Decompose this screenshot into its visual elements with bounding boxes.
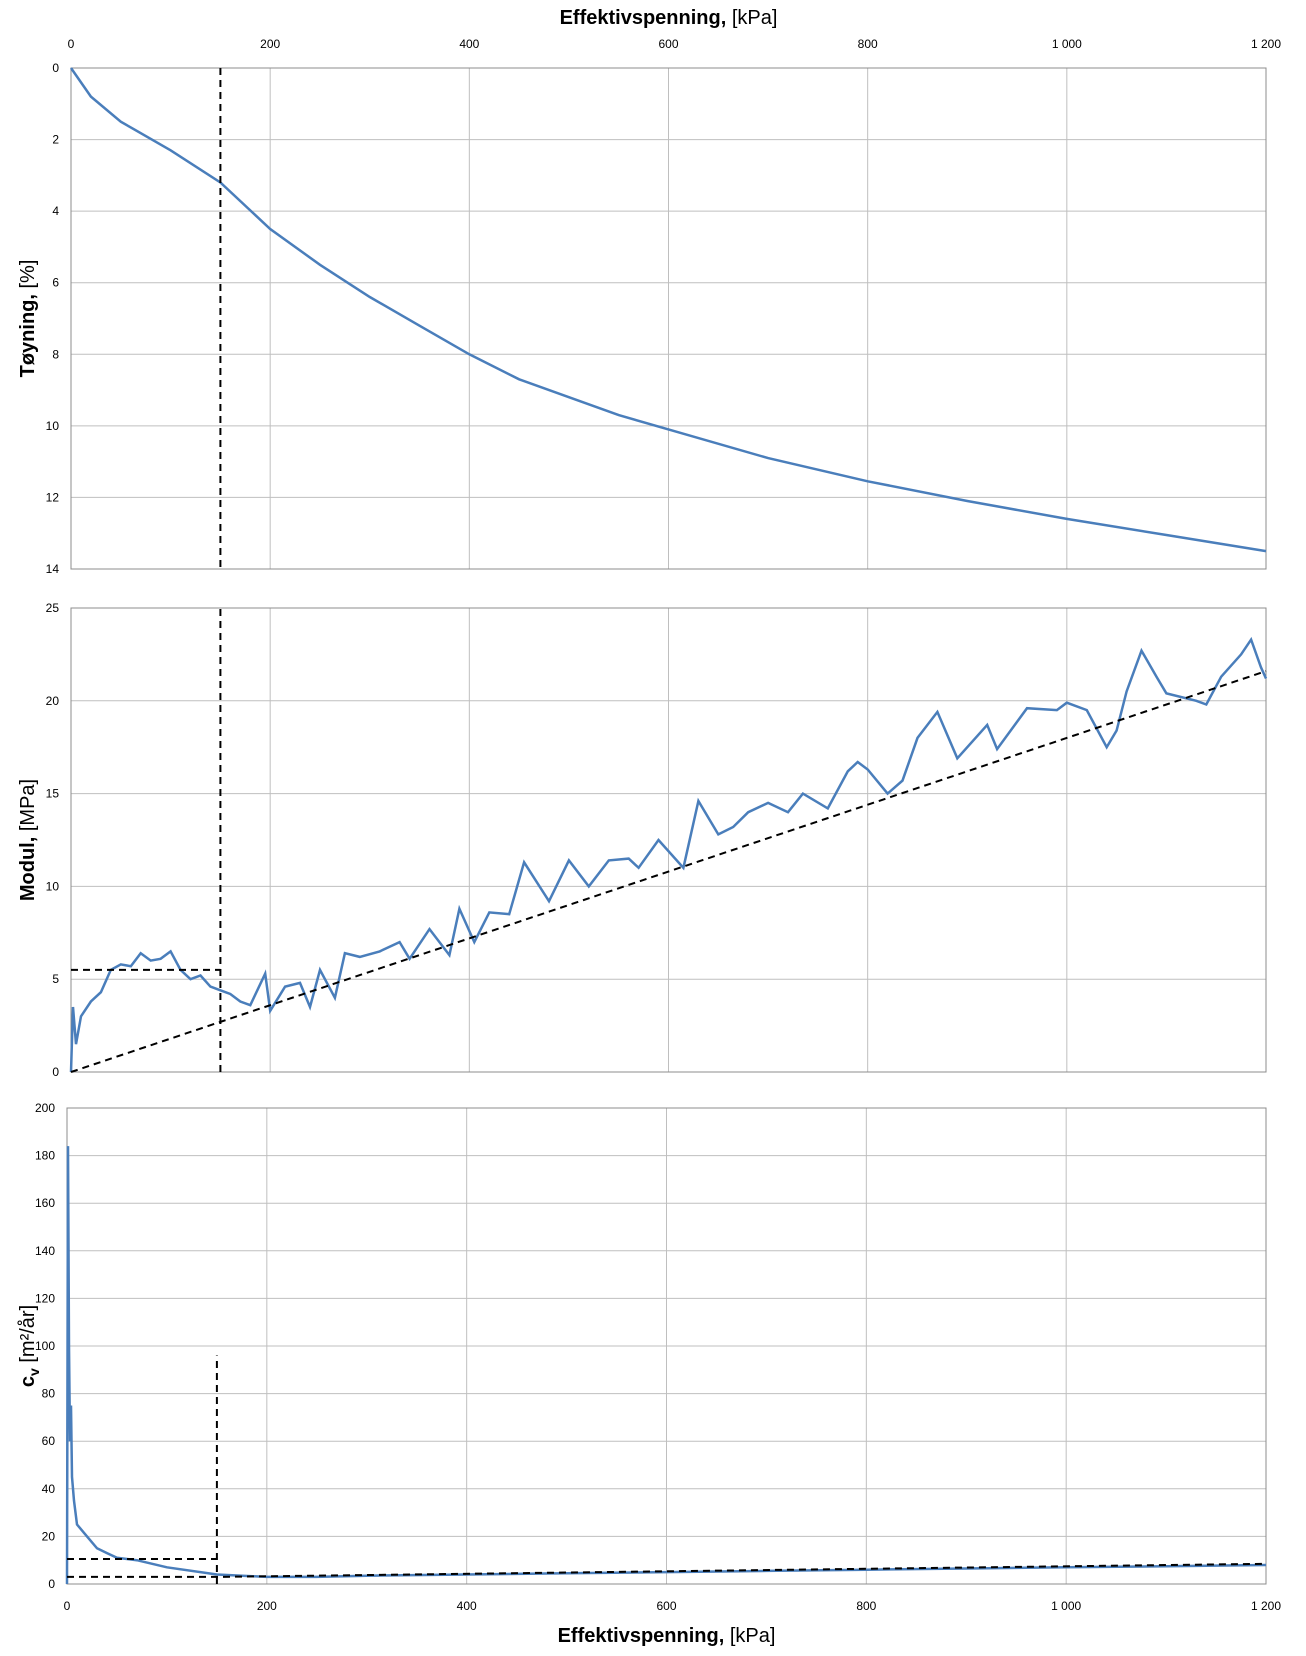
y-tick-label: 120 <box>35 1291 55 1305</box>
reference-line <box>67 1562 1267 1578</box>
y-tick-label: 25 <box>46 601 60 615</box>
y-tick-label: 5 <box>52 972 59 986</box>
y-tick-label: 14 <box>46 562 60 576</box>
y-tick-label: 0 <box>52 1065 59 1079</box>
x-axis-title-main: Effektivspenning, <box>560 7 727 29</box>
y-tick-label: 0 <box>52 61 59 75</box>
y-tick-label: 20 <box>46 694 60 708</box>
y-tick-label: 15 <box>46 787 60 801</box>
y-tick-label: 12 <box>46 490 60 504</box>
y-tick-label: 20 <box>42 1529 56 1543</box>
y-tick-label: 4 <box>52 204 59 218</box>
y-tick-label: 80 <box>42 1387 56 1401</box>
data-line <box>65 1146 1267 1585</box>
y-axis-title: Modul, [MPa] <box>17 779 39 901</box>
x-tick-label: 0 <box>64 1599 71 1613</box>
y-tick-label: 40 <box>42 1482 56 1496</box>
y-tick-label: 60 <box>42 1434 56 1448</box>
x-axis-title-unit: [kPa] <box>730 1625 776 1647</box>
x-tick-label: 800 <box>858 37 878 51</box>
y-axis-title: Tøyning, [%] <box>17 260 39 378</box>
y-axis-title-sub: v <box>26 1368 42 1376</box>
x-axis-title-main: Effektivspenning, <box>558 1625 725 1647</box>
x-axis-title: Effektivspenning, [kPa] <box>560 7 778 29</box>
x-tick-label: 1 000 <box>1052 37 1082 51</box>
y-axis-title-unit: [%] <box>17 260 39 289</box>
y-tick-label: 2 <box>52 133 59 147</box>
x-tick-label: 200 <box>257 1599 277 1613</box>
x-tick-label: 400 <box>459 37 479 51</box>
y-axis-title-unit: [m²/år] <box>17 1305 39 1363</box>
y-tick-label: 100 <box>35 1339 55 1353</box>
y-tick-label: 0 <box>48 1577 55 1591</box>
x-tick-label: 400 <box>457 1599 477 1613</box>
y-tick-label: 180 <box>35 1149 55 1163</box>
plot-frame <box>70 67 1267 570</box>
x-tick-label: 200 <box>260 37 280 51</box>
x-axis-title: Effektivspenning, [kPa] <box>558 1625 776 1647</box>
y-axis-title: cv [m²/år] <box>17 1305 42 1387</box>
y-tick-label: 160 <box>35 1196 55 1210</box>
y-axis-title-main: Tøyning, <box>17 294 39 377</box>
x-axis-title-unit: [kPa] <box>732 7 778 29</box>
y-tick-label: 6 <box>52 276 59 290</box>
data-line <box>69 636 1268 1073</box>
y-tick-label: 10 <box>46 419 60 433</box>
data-line <box>69 67 1267 553</box>
x-tick-label: 800 <box>856 1599 876 1613</box>
x-tick-label: 600 <box>658 37 678 51</box>
y-tick-label: 8 <box>52 347 59 361</box>
y-tick-label: 140 <box>35 1244 55 1258</box>
reference-line <box>70 670 1267 1073</box>
x-tick-label: 600 <box>656 1599 676 1613</box>
y-axis-title-main: Modul, <box>17 837 39 901</box>
plot-frame <box>70 607 1267 1073</box>
y-axis-title-main: c <box>17 1376 39 1387</box>
x-tick-label: 1 000 <box>1051 1599 1081 1613</box>
x-tick-label: 1 200 <box>1251 37 1281 51</box>
y-tick-label: 200 <box>35 1101 55 1115</box>
x-tick-label: 1 200 <box>1251 1599 1281 1613</box>
y-tick-label: 10 <box>46 879 60 893</box>
x-tick-label: 0 <box>68 37 75 51</box>
y-axis-title-unit: [MPa] <box>17 779 39 831</box>
